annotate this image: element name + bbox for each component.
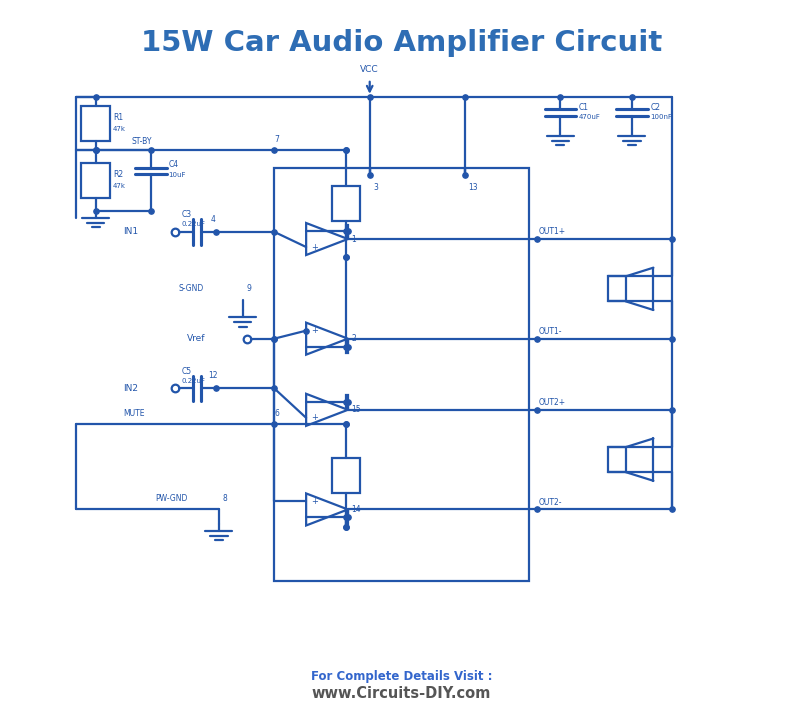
- Text: 9: 9: [246, 284, 251, 293]
- Text: 0.22uF: 0.22uF: [181, 221, 205, 227]
- Text: PW-GND: PW-GND: [155, 494, 188, 503]
- Text: 0.22uF: 0.22uF: [181, 377, 205, 384]
- Text: 7: 7: [274, 135, 279, 144]
- Text: 15: 15: [350, 405, 360, 414]
- Text: 1: 1: [350, 235, 355, 243]
- Text: -: -: [310, 513, 314, 523]
- Text: +: +: [310, 243, 318, 251]
- Text: 12: 12: [209, 371, 217, 380]
- Text: 13: 13: [468, 184, 477, 192]
- Text: C3: C3: [181, 210, 191, 220]
- Text: OUT2+: OUT2+: [538, 398, 565, 408]
- Text: C5: C5: [181, 367, 191, 376]
- Bar: [346, 225, 347, 238]
- Text: -: -: [310, 342, 314, 351]
- Bar: [607, 447, 625, 472]
- Text: IN2: IN2: [124, 384, 138, 393]
- Text: +: +: [310, 413, 318, 423]
- Bar: [346, 511, 347, 524]
- Text: C1: C1: [578, 103, 588, 112]
- Text: R1: R1: [113, 113, 123, 122]
- Text: 100nF: 100nF: [650, 114, 671, 120]
- Bar: [346, 395, 347, 408]
- Bar: [331, 186, 360, 221]
- Text: 8: 8: [222, 494, 227, 503]
- Text: 3: 3: [373, 184, 378, 192]
- Bar: [274, 168, 528, 580]
- Text: 4: 4: [210, 215, 215, 224]
- Text: MUTE: MUTE: [124, 409, 144, 418]
- Text: 2: 2: [350, 334, 355, 343]
- Text: 470uF: 470uF: [578, 114, 600, 120]
- Text: OUT1-: OUT1-: [538, 327, 561, 336]
- Text: C2: C2: [650, 103, 659, 112]
- Text: www.Circuits-DIY.com: www.Circuits-DIY.com: [311, 685, 491, 701]
- Text: OUT2-: OUT2-: [538, 498, 561, 507]
- Text: S-GND: S-GND: [179, 284, 204, 293]
- Text: -: -: [310, 397, 314, 407]
- Text: 47k: 47k: [113, 126, 126, 132]
- Text: R2: R2: [113, 170, 123, 179]
- Text: 10uF: 10uF: [168, 172, 186, 178]
- Text: 14: 14: [350, 505, 360, 514]
- Text: ST-BY: ST-BY: [132, 137, 152, 146]
- Text: +: +: [310, 326, 318, 335]
- Bar: [81, 163, 110, 198]
- Bar: [346, 341, 347, 353]
- Text: OUT1+: OUT1+: [538, 228, 565, 236]
- Bar: [331, 458, 360, 493]
- Text: 15W Car Audio Amplifier Circuit: 15W Car Audio Amplifier Circuit: [140, 30, 662, 58]
- Text: 6: 6: [274, 409, 279, 418]
- Text: +: +: [310, 497, 318, 506]
- Text: VCC: VCC: [360, 65, 379, 74]
- Text: IN1: IN1: [124, 228, 138, 236]
- Text: C4: C4: [168, 160, 179, 168]
- Text: For Complete Details Visit :: For Complete Details Visit :: [310, 670, 492, 683]
- Bar: [607, 276, 625, 301]
- Text: -: -: [310, 226, 314, 236]
- Text: 47k: 47k: [113, 183, 126, 189]
- Bar: [81, 106, 110, 141]
- Text: Vref: Vref: [187, 334, 205, 343]
